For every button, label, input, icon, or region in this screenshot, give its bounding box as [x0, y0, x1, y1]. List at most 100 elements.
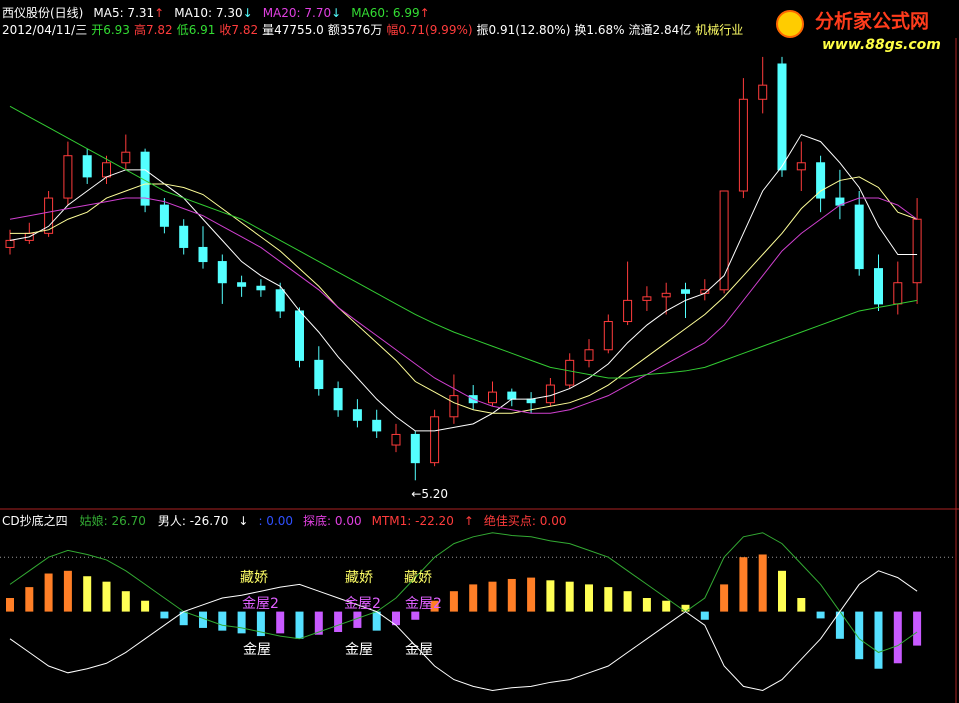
- candle-body: [198, 246, 208, 263]
- indicator-readout: ↑: [464, 514, 474, 528]
- signal-annotation: 金屋2: [344, 596, 381, 612]
- candle-body: [681, 289, 690, 294]
- histogram-bar: [372, 611, 381, 631]
- histogram-bar: [218, 611, 227, 631]
- histogram-bar: [893, 611, 902, 664]
- indicator-readout: : 0.00: [258, 514, 293, 528]
- candle-body: [352, 409, 362, 421]
- indicator-readout: 绝佳买点: 0.00: [484, 513, 567, 528]
- candle-body: [893, 282, 903, 305]
- histogram-bar: [913, 611, 922, 646]
- logo-name: 分析家公式网: [815, 10, 929, 33]
- histogram-bar: [469, 584, 478, 612]
- candle-body: [912, 218, 922, 284]
- ma-readout: MA20: 7.70: [263, 6, 331, 20]
- histogram-bar: [739, 557, 748, 612]
- signal-annotation: 金屋: [345, 642, 373, 658]
- ma-arrow: ↓: [331, 6, 341, 20]
- candle-body: [796, 162, 806, 171]
- indicator-title: CD抄底之四: [2, 513, 68, 528]
- low-annotation: ←5.20: [411, 487, 448, 501]
- candle-body: [719, 190, 729, 291]
- histogram-bar: [102, 581, 111, 612]
- histogram-bar: [199, 611, 207, 628]
- quote-item: 换1.68%: [574, 23, 624, 37]
- histogram-bar: [6, 598, 14, 612]
- candle-body: [333, 388, 343, 411]
- header-line: 西仪股份(日线) MA5: 7.31↑ MA10: 7.30↓ MA20: 7.70↓…: [2, 6, 430, 20]
- candle-body: [372, 419, 382, 432]
- histogram-bar: [237, 611, 246, 634]
- histogram-bar: [874, 611, 883, 669]
- quote-item: 收7.82: [219, 23, 258, 37]
- signal-annotation: 金屋: [243, 642, 271, 658]
- candle-body: [121, 151, 131, 164]
- ma-readout: MA60: 6.99: [351, 6, 419, 20]
- histogram-bar: [758, 554, 767, 612]
- quote-item: 振0.91(12.80%): [477, 23, 571, 37]
- indicator-readout: ↓: [238, 514, 248, 528]
- histogram-bar: [141, 600, 150, 612]
- histogram-bar: [507, 578, 516, 612]
- histogram-bar: [642, 598, 651, 612]
- candle-body: [603, 321, 613, 351]
- histogram-bar: [565, 581, 574, 612]
- histogram-bar: [778, 570, 786, 612]
- indicator-readouts: CD抄底之四 姑娘: 26.70 男人: -26.70 ↓: 0.00 探底: 0.00…: [2, 513, 566, 528]
- histogram-bar: [546, 580, 555, 612]
- candle-body: [82, 155, 92, 178]
- histogram-bar: [488, 581, 497, 612]
- indicator-readout: MTM1: -22.20: [372, 514, 454, 528]
- candle-body: [256, 285, 266, 291]
- candle-body: [410, 433, 420, 464]
- candle-body: [217, 261, 227, 284]
- quote-item: 高7.82: [134, 22, 173, 37]
- candle-body: [854, 204, 864, 270]
- histogram-bar: [623, 591, 632, 612]
- indicator-readout: 探底: 0.00: [303, 513, 362, 528]
- histogram-bar: [700, 611, 709, 620]
- candle-body: [159, 204, 169, 227]
- histogram-bar: [449, 591, 458, 612]
- histogram-bar: [25, 587, 34, 612]
- candle-body: [391, 433, 401, 446]
- histogram-bar: [160, 611, 169, 619]
- ma-readout: MA10: 7.30: [174, 6, 242, 20]
- candle-body: [44, 197, 54, 234]
- histogram-bar: [527, 577, 536, 612]
- signal-annotation: 金屋2: [405, 596, 442, 612]
- histogram-bar: [392, 611, 400, 626]
- candle-body: [623, 299, 633, 323]
- candle-body: [584, 349, 594, 361]
- signal-annotation: 藏娇: [404, 570, 432, 586]
- histogram-bar: [83, 576, 92, 612]
- histogram-bar: [121, 591, 130, 612]
- histogram-bar: [797, 598, 806, 612]
- signal-annotation: 金屋2: [242, 596, 279, 612]
- histogram-bar: [256, 611, 265, 637]
- signal-annotation: 藏娇: [345, 570, 373, 586]
- legend-entry: 男人: -26.70: [158, 514, 229, 528]
- quote-item: 量47755.0: [262, 23, 324, 37]
- candle-body: [314, 359, 324, 390]
- ma-readout: MA5: 7.31: [93, 6, 154, 20]
- candle-body: [179, 225, 189, 248]
- candle-body: [565, 359, 575, 386]
- ma-arrow: ↓: [243, 6, 253, 20]
- indicator-line: [9, 570, 918, 692]
- quote-item: 额3576万: [328, 23, 383, 37]
- quote-item: 机械行业: [695, 22, 743, 37]
- histogram-bar: [816, 611, 825, 619]
- logo-url: www.88gs.com: [822, 37, 941, 53]
- quote-item: 开6.93: [91, 23, 130, 37]
- histogram-bar: [314, 611, 323, 635]
- histogram-bar: [179, 611, 188, 626]
- histogram-bar: [604, 587, 613, 612]
- quote-line: 2012/04/11/三 开6.93 高7.82 低6.91 收7.82 量47755.0…: [2, 22, 743, 37]
- candle-body: [507, 391, 517, 400]
- histogram-bar: [835, 611, 844, 639]
- histogram-bar: [855, 611, 864, 660]
- candle-body: [545, 384, 555, 404]
- ma-line: [9, 105, 918, 379]
